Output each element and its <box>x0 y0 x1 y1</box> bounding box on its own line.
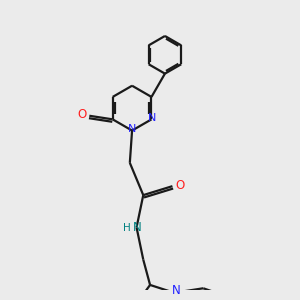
Text: H: H <box>123 223 130 233</box>
Text: N: N <box>172 284 180 298</box>
Text: N: N <box>148 113 157 123</box>
Text: O: O <box>77 108 86 122</box>
Text: N: N <box>133 221 142 234</box>
Text: N: N <box>128 124 136 134</box>
Text: O: O <box>176 179 185 192</box>
